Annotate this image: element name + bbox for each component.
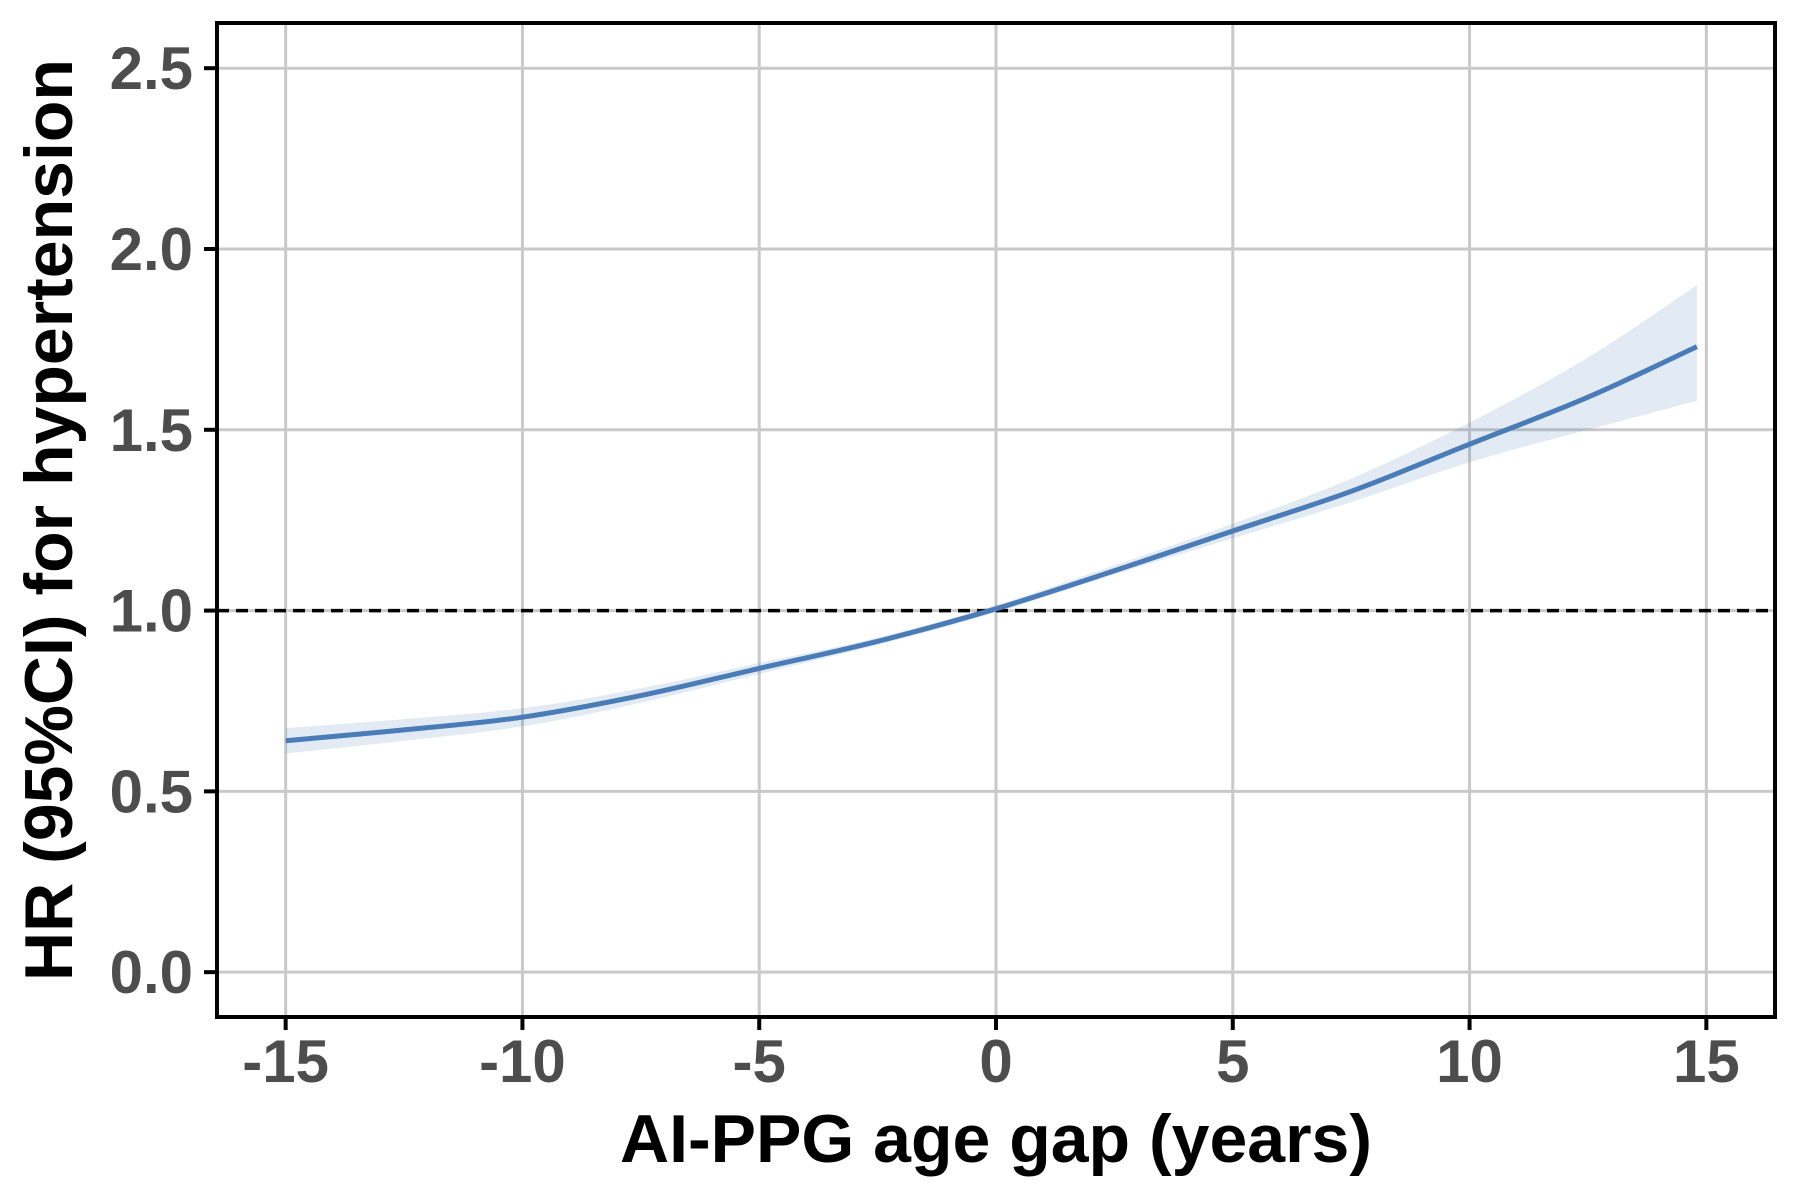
- x-axis-title: AI-PPG age gap (years): [620, 1101, 1372, 1177]
- x-tick-label: 10: [1436, 1028, 1503, 1095]
- y-tick-label: 2.5: [110, 35, 193, 102]
- x-tick-label: 15: [1673, 1028, 1740, 1095]
- y-tick-label: 0.5: [110, 758, 193, 825]
- x-tick-label: 5: [1216, 1028, 1249, 1095]
- ci-ribbon: [285, 285, 1697, 754]
- hr-curve: [285, 344, 1698, 744]
- x-tick-label: -15: [242, 1028, 329, 1095]
- y-tick-label: 0.0: [110, 939, 193, 1006]
- x-tick-label: -5: [733, 1028, 786, 1095]
- x-tick-label: -10: [479, 1028, 566, 1095]
- x-tick-label: 0: [979, 1028, 1012, 1095]
- y-axis-title: HR (95%CI) for hypertension: [11, 59, 87, 981]
- tick-labels: -15 -10 -5 0 5 10 15 0.0 0.5 1.0 1.5 2.0 2.5: [110, 35, 1740, 1095]
- y-tick-label: 2.0: [110, 216, 193, 283]
- axis-ticks: [204, 66, 1709, 1030]
- y-tick-label: 1.5: [110, 397, 193, 464]
- gridlines: [217, 23, 1775, 1017]
- y-tick-label: 1.0: [110, 578, 193, 645]
